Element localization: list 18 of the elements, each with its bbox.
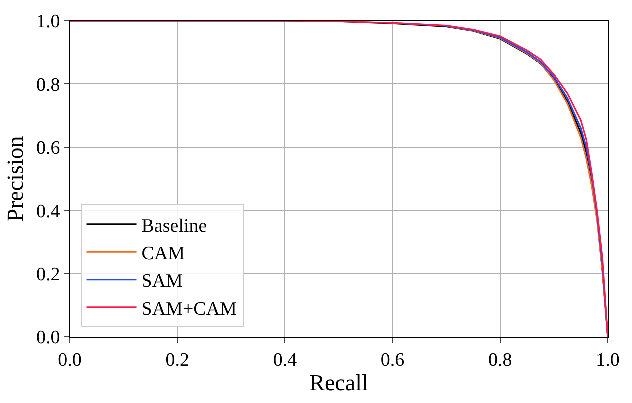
x-axis-title: Recall (310, 370, 368, 396)
legend-label: SAM+CAM (142, 298, 238, 320)
y-tick-label: 0.0 (36, 328, 60, 349)
x-tick-label: 1.0 (596, 350, 620, 371)
y-tick-label: 0.8 (36, 74, 60, 96)
y-axis-title: Precision (2, 136, 28, 222)
legend-label: SAM (142, 271, 184, 292)
x-tick-label: 0.8 (488, 350, 512, 371)
y-tick-label: 1.0 (36, 12, 60, 33)
y-tick-label: 0.4 (36, 201, 61, 222)
x-tick-label: 0.0 (58, 350, 82, 371)
legend-label: Baseline (142, 216, 208, 237)
y-tick-label: 0.6 (36, 138, 60, 160)
legend-label: CAM (142, 243, 186, 264)
x-tick-label: 0.2 (166, 350, 190, 371)
y-tick-label: 0.2 (36, 264, 60, 286)
x-tick-label: 0.4 (273, 350, 298, 371)
x-tick-label: 0.6 (380, 350, 405, 371)
